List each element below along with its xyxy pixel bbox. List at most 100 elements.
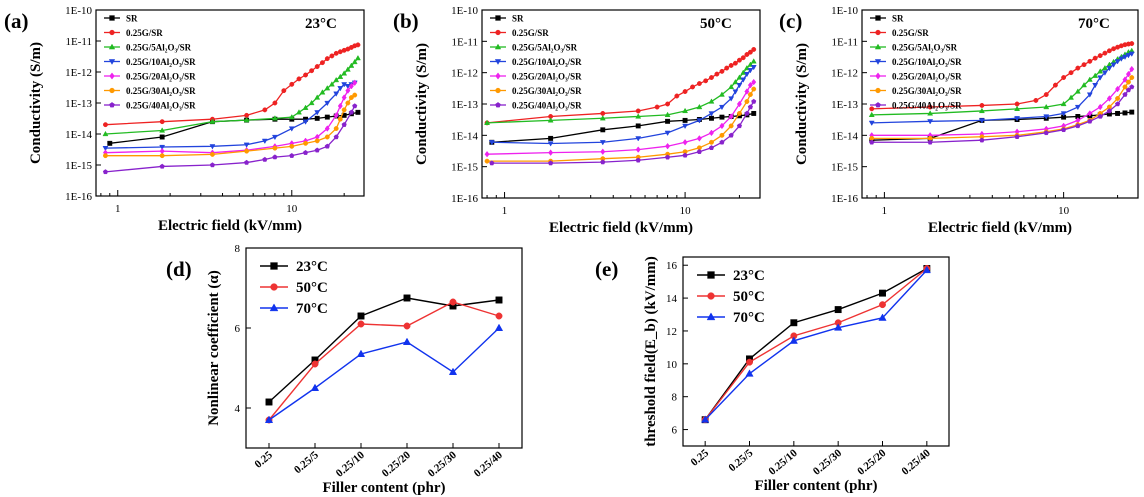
x-tick-label: 10 — [286, 203, 298, 215]
data-point — [1074, 104, 1081, 111]
panel-d: 4 6 8 0.25 0.25/5 0.25/10 0.25/20 0.25/30 0.25/4… — [166, 243, 523, 496]
data-point — [449, 298, 457, 306]
data-point — [747, 49, 753, 55]
series — [489, 98, 757, 166]
data-point — [719, 132, 725, 138]
legend: 23°C 50°C 70°C — [260, 259, 328, 317]
data-point — [709, 75, 714, 80]
data-point — [740, 77, 747, 83]
data-point — [302, 149, 309, 155]
data-point — [209, 151, 215, 157]
data-point — [1014, 116, 1021, 122]
data-point — [879, 289, 886, 297]
data-point — [328, 81, 335, 87]
legend-entry: 0.25G/30Al₂O₃/SR — [892, 86, 962, 96]
data-point — [495, 296, 503, 304]
legend-marker — [706, 312, 716, 321]
legend-marker — [495, 72, 501, 80]
legend-entry: SR — [892, 14, 904, 24]
legend-marker — [495, 15, 501, 21]
data-point — [302, 104, 309, 110]
x-tick-label: 1 — [882, 205, 888, 217]
legend-marker — [874, 59, 882, 65]
y-tick-label: 1E-13 — [451, 99, 478, 111]
data-point — [403, 322, 411, 330]
data-point — [488, 140, 495, 146]
y-tick-label: 1E-15 — [65, 160, 92, 172]
x-tick-label: 1 — [502, 205, 508, 217]
data-point — [1106, 108, 1112, 114]
y-axis-title: Conductivity (S/m) — [794, 43, 810, 165]
data-point — [682, 152, 688, 158]
y-axis-title: Conductivity (S/m) — [414, 43, 430, 165]
x-tick-label: 10 — [680, 205, 692, 217]
x-tick-label: 0.25 — [689, 447, 712, 469]
data-point — [834, 306, 842, 314]
series-line — [268, 301, 500, 421]
data-point — [732, 78, 739, 85]
data-point — [674, 93, 680, 99]
legend-marker — [108, 43, 116, 50]
data-point — [750, 58, 757, 64]
data-point — [978, 107, 985, 114]
legend-entry: 0.25G/5Al₂O₃/SR — [892, 43, 958, 53]
data-point — [1129, 75, 1135, 80]
data-point — [1126, 79, 1131, 85]
data-point — [102, 146, 109, 152]
legend-entry: 0.25G/10Al₂O₃/SR — [512, 57, 582, 67]
legend-marker — [875, 15, 881, 21]
data-point — [289, 143, 295, 149]
data-point — [1111, 46, 1117, 52]
data-point — [1097, 53, 1103, 59]
data-point — [495, 312, 503, 320]
data-point — [302, 119, 309, 125]
data-point — [352, 103, 358, 109]
data-point — [344, 84, 351, 90]
data-point — [281, 88, 287, 94]
data-point — [751, 78, 757, 86]
panel-label: (c) — [779, 9, 802, 33]
data-point — [324, 134, 330, 140]
legend-marker — [495, 102, 501, 108]
series — [102, 54, 361, 137]
data-point — [341, 121, 347, 127]
data-point — [352, 79, 358, 87]
data-point — [719, 139, 725, 145]
data-point — [927, 139, 933, 145]
legend-entry: 0.25G/SR — [126, 28, 163, 38]
data-point — [1086, 92, 1093, 98]
x-tick-label: 0.25/5 — [292, 449, 321, 476]
x-tick-label: 0.25/30 — [426, 449, 460, 480]
data-point — [333, 112, 339, 119]
legend-marker — [494, 59, 502, 65]
data-point — [354, 54, 361, 61]
panel-c: 1E-16 1E-15 1E-14 1E-13 1E-12 1E-11 1E-10 1 10 El… — [779, 5, 1139, 236]
y-tick-label: 1E-15 — [451, 162, 478, 174]
x-tick-label: 0.25/10 — [334, 449, 368, 480]
x-tick-label: 0.25/40 — [900, 447, 934, 478]
data-point — [351, 58, 358, 65]
data-point — [103, 153, 108, 159]
legend-marker — [707, 271, 715, 279]
data-point — [665, 101, 671, 107]
series — [107, 109, 361, 146]
legend-marker — [707, 292, 715, 300]
legend-entry: 0.25G/20Al₂O₃/SR — [126, 72, 196, 82]
data-point — [348, 62, 355, 68]
data-point — [102, 169, 109, 175]
series — [869, 75, 1135, 141]
y-tick-label: 4 — [235, 403, 241, 415]
data-point — [348, 82, 354, 90]
temperature-annotation: 50°C — [700, 16, 732, 32]
data-point — [1043, 92, 1049, 98]
legend-marker — [874, 43, 882, 50]
legend-marker — [108, 59, 116, 65]
legend-entry: 50°C — [733, 289, 765, 305]
legend-entry: 0.25G/5Al₂O₃/SR — [512, 43, 578, 53]
legend-marker — [109, 72, 115, 80]
y-tick-label: 1E-10 — [65, 5, 92, 17]
legend-entry: 70°C — [733, 310, 765, 326]
data-point — [1115, 85, 1121, 93]
data-point — [708, 98, 715, 104]
legend-entry: 0.25G/20Al₂O₃/SR — [892, 72, 962, 82]
